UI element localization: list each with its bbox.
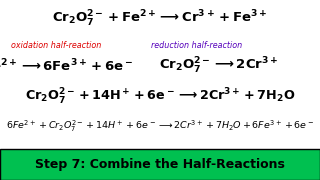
FancyBboxPatch shape <box>0 148 320 180</box>
Text: $\mathbf{6Fe^{2+} \longrightarrow 6Fe^{3+} + 6e^-}$: $\mathbf{6Fe^{2+} \longrightarrow 6Fe^{3… <box>0 57 133 74</box>
Text: oxidation half-reaction: oxidation half-reaction <box>11 41 101 50</box>
Text: $\mathbf{Cr_2O_7^{2-} \longrightarrow 2Cr^{3+}}$: $\mathbf{Cr_2O_7^{2-} \longrightarrow 2C… <box>159 56 279 76</box>
Text: reduction half-reaction: reduction half-reaction <box>151 41 243 50</box>
Text: $\mathbf{Cr_2O_7^{2-} + Fe^{2+} \longrightarrow Cr^{3+} + Fe^{3+}}$: $\mathbf{Cr_2O_7^{2-} + Fe^{2+} \longrig… <box>52 9 268 29</box>
Text: $\mathbf{Cr_2O_7^{2-} + 14H^+ + 6e^- \longrightarrow 2Cr^{3+} + 7H_2O}$: $\mathbf{Cr_2O_7^{2-} + 14H^+ + 6e^- \lo… <box>25 87 295 107</box>
Text: $6Fe^{2+} + Cr_2O_7^{2-} + 14H^+ + 6e^- \longrightarrow 2Cr^{3+} + 7H_2O + 6Fe^{: $6Fe^{2+} + Cr_2O_7^{2-} + 14H^+ + 6e^- … <box>6 118 314 134</box>
Text: Step 7: Combine the Half-Reactions: Step 7: Combine the Half-Reactions <box>35 158 285 171</box>
